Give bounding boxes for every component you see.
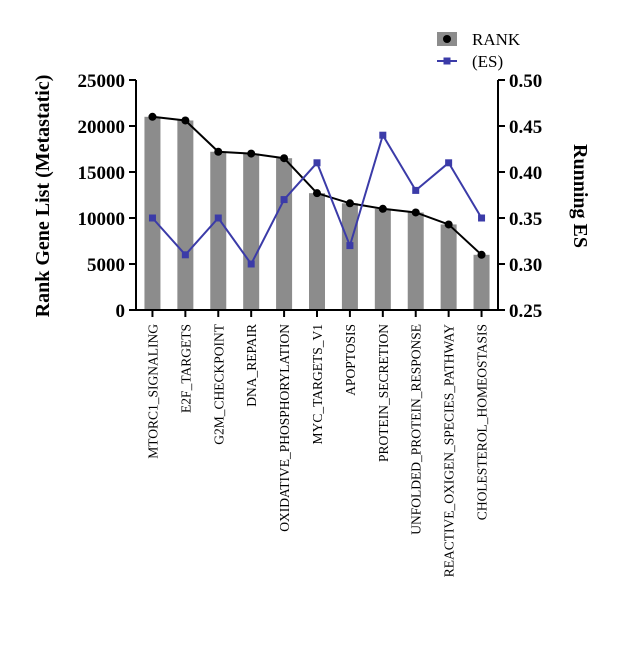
es-point xyxy=(445,159,453,167)
rank-bar xyxy=(473,254,490,310)
rank-point xyxy=(313,189,321,198)
x-tick-label: PROTEIN_SECRETION xyxy=(376,324,391,462)
es-point xyxy=(247,260,255,268)
legend-item-rank: RANK xyxy=(437,30,521,49)
rank-point xyxy=(378,204,387,213)
x-axis-category-labels: MTORC1_SIGNALING E2F_TARGETS G2M_CHECKPOIN… xyxy=(145,310,490,578)
rank-bar xyxy=(440,224,457,310)
x-tick-label: UNFOLDED_PROTEIN_RESPONSE xyxy=(409,324,424,535)
es-point xyxy=(280,196,288,204)
es-series-group xyxy=(148,131,486,268)
left-tick-label: 5000 xyxy=(87,255,125,276)
x-tick-label: E2F_TARGETS xyxy=(178,324,193,413)
rank-point xyxy=(148,112,157,121)
rank-bar xyxy=(407,212,424,310)
legend-item-es: (ES) xyxy=(437,52,503,71)
rank-bar xyxy=(177,120,194,310)
x-tick-label: MTORC1_SIGNALING xyxy=(145,324,160,459)
x-tick-label: G2M_CHECKPOINT xyxy=(211,323,226,445)
x-tick-label: OXIDATIVE_PHOSPHORYLATION xyxy=(277,324,292,532)
x-tick-label: DNA_REPAIR xyxy=(244,324,259,407)
rank-bar xyxy=(276,158,293,310)
rank-bar xyxy=(341,203,358,310)
es-point xyxy=(181,251,189,259)
right-tick-label: 0.25 xyxy=(509,301,542,322)
rank-series-group xyxy=(148,112,486,259)
es-point xyxy=(346,242,354,250)
es-point xyxy=(379,131,387,139)
es-point xyxy=(148,214,156,222)
right-tick-label: 0.45 xyxy=(509,117,542,138)
rank-bar xyxy=(210,151,227,310)
left-axis-title: Rank Gene List (Metastatic) xyxy=(32,75,54,318)
right-tick-label: 0.35 xyxy=(509,209,542,230)
right-axis-title: Running ES xyxy=(569,144,591,248)
rank-point xyxy=(280,154,289,163)
right-axis-ticks: 0.25 0.30 0.35 0.40 0.45 0.50 xyxy=(498,71,542,322)
rank-bar xyxy=(374,208,391,310)
rank-point xyxy=(444,220,453,229)
bars-group xyxy=(144,116,490,310)
legend-es-marker xyxy=(443,57,451,65)
rank-bar xyxy=(144,116,161,310)
es-point xyxy=(412,186,420,194)
left-tick-label: 15000 xyxy=(78,163,126,184)
left-tick-label: 0 xyxy=(116,301,126,322)
legend-rank-marker xyxy=(443,35,451,43)
rank-point xyxy=(214,147,223,156)
legend: RANK (ES) xyxy=(437,30,521,71)
x-tick-label: APOPTOSIS xyxy=(343,324,358,396)
x-tick-label: CHOLESTEROL_HOMEOSTASIS xyxy=(475,324,490,520)
right-tick-label: 0.50 xyxy=(509,71,542,92)
rank-bar xyxy=(309,193,325,310)
left-tick-label: 25000 xyxy=(78,71,126,92)
left-tick-label: 10000 xyxy=(78,209,126,230)
legend-rank-label: RANK xyxy=(472,30,521,49)
x-tick-label: MYC_TARGETS_V1 xyxy=(310,324,325,444)
rank-point xyxy=(411,208,420,217)
right-tick-label: 0.30 xyxy=(509,255,542,276)
x-tick-label: REACTIVE_OXIGEN_SPECIES_PATHWAY xyxy=(442,324,457,578)
rank-bar xyxy=(243,153,260,310)
legend-es-label: (ES) xyxy=(472,52,503,71)
es-point xyxy=(478,214,486,222)
es-point xyxy=(313,159,321,167)
es-point xyxy=(214,214,222,222)
right-tick-label: 0.40 xyxy=(509,163,542,184)
rank-point xyxy=(247,149,256,158)
left-axis-ticks: 0 5000 10000 15000 20000 25000 xyxy=(78,71,136,322)
rank-point xyxy=(345,199,354,208)
left-tick-label: 20000 xyxy=(78,117,126,138)
rank-point xyxy=(181,116,190,125)
rank-point xyxy=(477,250,486,259)
